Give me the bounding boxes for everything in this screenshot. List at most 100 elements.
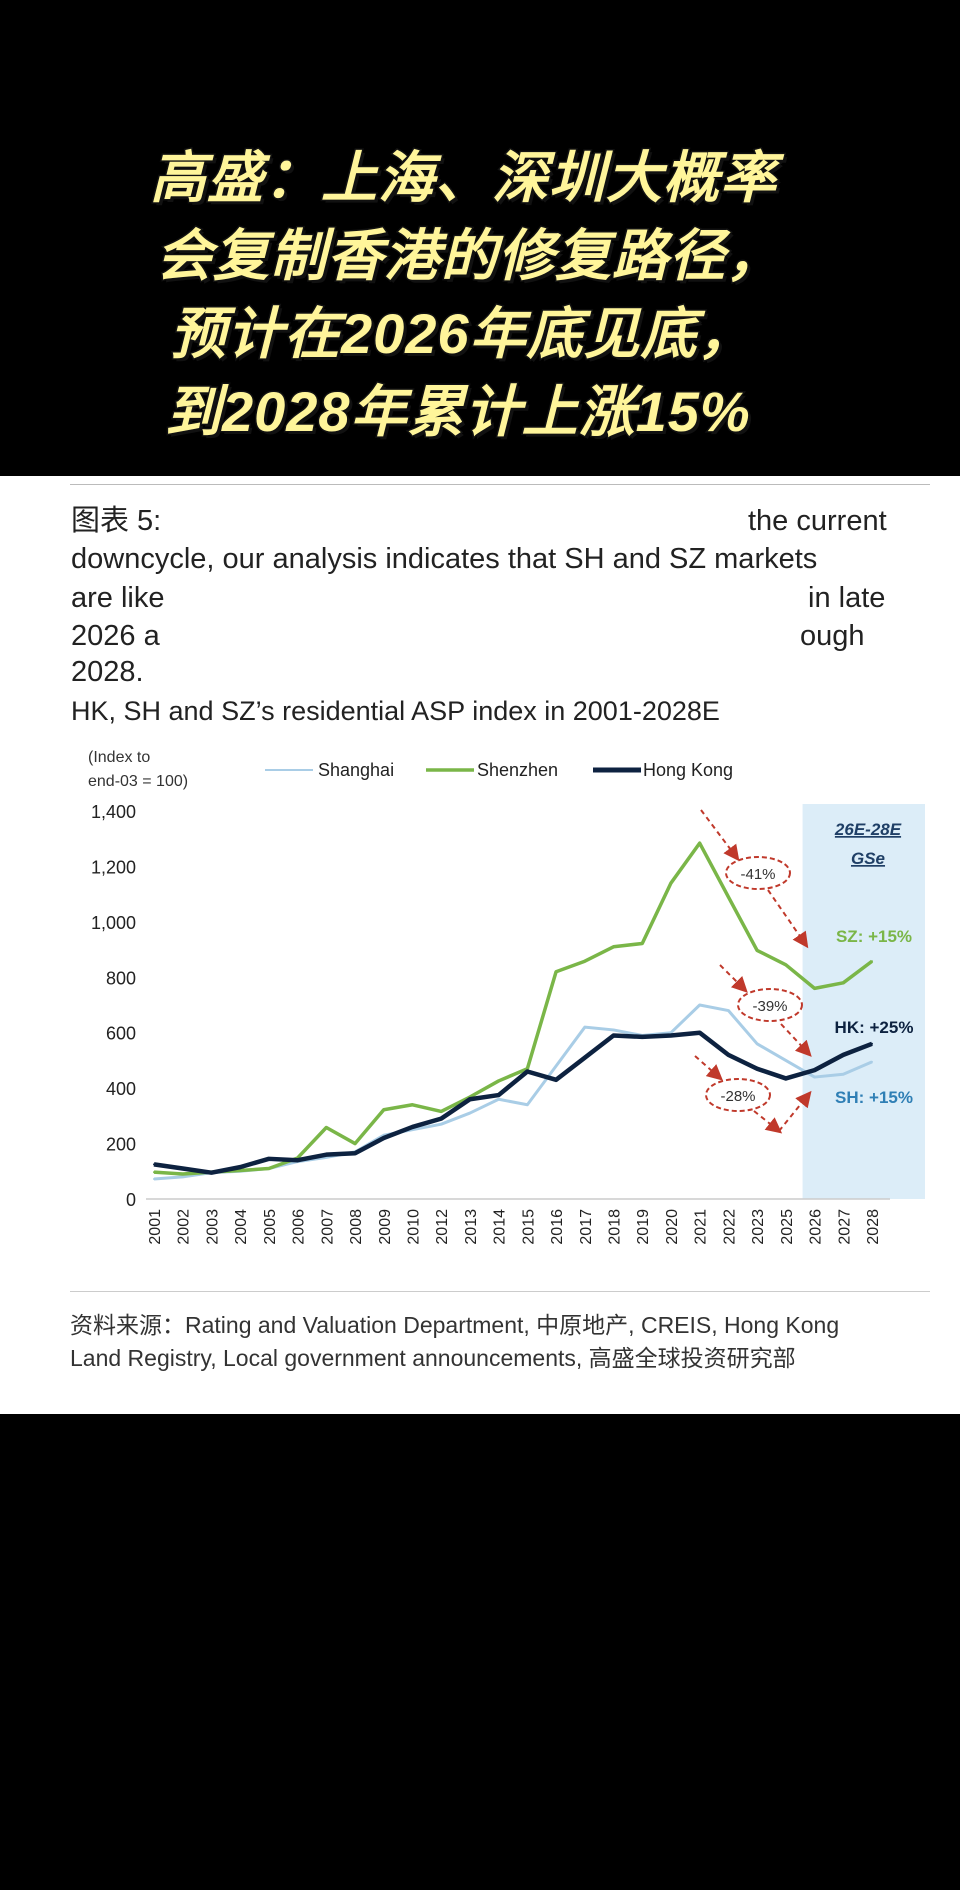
x-tick-label: 2020 [664, 1209, 681, 1245]
y-tick-label: 1,000 [91, 913, 136, 933]
data-point [354, 1152, 357, 1155]
dashed-arrow [780, 1023, 812, 1057]
caption-line-3: 预计在2026年底见底， [169, 302, 756, 365]
data-point [669, 882, 672, 885]
caption-line-1: 高盛：上海、深圳大概率 [149, 146, 778, 209]
paragraph-fragment: are like [71, 582, 165, 614]
x-tick-label: 2012 [434, 1209, 451, 1245]
data-point [239, 1169, 242, 1172]
drawdown-label: -41% [740, 866, 775, 883]
chart-title: HK, SH and SZ’s residential ASP index in… [71, 696, 720, 726]
x-tick-label: 2005 [262, 1209, 279, 1245]
data-point [526, 1070, 529, 1073]
drawdown-circle [705, 1078, 771, 1112]
data-point [440, 1110, 443, 1113]
x-tick-label: 2021 [693, 1209, 710, 1245]
data-point [555, 1064, 558, 1067]
y-tick-label: 800 [106, 968, 136, 988]
data-point [497, 1094, 500, 1097]
x-tick-label: 2014 [492, 1209, 509, 1245]
data-point [698, 842, 701, 845]
x-tick-label: 2025 [779, 1209, 796, 1245]
data-point [411, 1103, 414, 1106]
data-point [871, 960, 873, 963]
paragraph-fragment: in late [808, 582, 886, 614]
x-tick-label: 2013 [463, 1209, 480, 1245]
y-tick-label: 600 [106, 1024, 136, 1044]
x-tick-label: 2023 [750, 1209, 767, 1245]
legend-label: Shenzhen [477, 760, 558, 780]
data-point [497, 1098, 500, 1101]
y-tick-label: 1,200 [91, 857, 136, 877]
data-point [411, 1125, 414, 1128]
data-point [239, 1166, 242, 1169]
y-axis-label: end-03 = 100) [88, 773, 188, 790]
data-point [727, 1053, 730, 1056]
data-point [497, 1079, 500, 1082]
data-point [382, 1108, 385, 1111]
data-point [181, 1167, 184, 1170]
data-point [296, 1159, 299, 1162]
data-point [784, 1077, 787, 1080]
source-divider [70, 1291, 930, 1292]
x-tick-label: 2004 [233, 1209, 250, 1245]
data-point [813, 987, 816, 990]
forecast-change-label: HK: +25% [835, 1018, 914, 1037]
x-tick-label: 2006 [291, 1209, 308, 1245]
drawdown-circle [737, 988, 803, 1022]
paragraph-fragment: the current [748, 505, 887, 537]
x-tick-label: 2019 [635, 1209, 652, 1245]
data-point [612, 1034, 615, 1037]
data-point [325, 1153, 328, 1156]
data-point [583, 1056, 586, 1059]
data-point [153, 1171, 155, 1174]
dashed-arrow [753, 1110, 783, 1134]
data-point [756, 1067, 759, 1070]
forecast-label: GSe [851, 849, 885, 868]
caption-line-4: 到2028年累计上涨15% [164, 380, 752, 443]
y-tick-label: 0 [126, 1190, 136, 1210]
data-point [526, 1103, 529, 1106]
data-point [440, 1123, 443, 1126]
data-point [813, 1076, 816, 1079]
x-tick-label: 2001 [147, 1209, 164, 1245]
paragraph-fragment: 2026 a [71, 620, 160, 652]
x-tick-label: 2027 [836, 1209, 853, 1245]
paragraph-fragment: ough [800, 620, 865, 652]
data-point [669, 1034, 672, 1037]
data-point [842, 1073, 845, 1076]
data-point [698, 1004, 701, 1006]
data-point [325, 1126, 328, 1129]
y-tick-label: 200 [106, 1135, 136, 1155]
x-tick-label: 2026 [808, 1209, 825, 1245]
dashed-arrow [719, 964, 748, 993]
caption-line-2: 会复制香港的修复路径， [155, 224, 784, 287]
top-rule [70, 484, 930, 485]
data-point [555, 970, 558, 973]
y-tick-label: 400 [106, 1079, 136, 1099]
data-point [784, 963, 787, 966]
data-point [756, 949, 759, 952]
y-axis-label: (Index to [88, 749, 150, 766]
data-point [153, 1163, 155, 1166]
data-point [612, 1028, 615, 1031]
data-point [468, 1098, 471, 1101]
data-point [756, 1042, 759, 1045]
data-point [181, 1173, 184, 1176]
data-point [354, 1142, 357, 1145]
series-line-shenzhen [153, 841, 874, 1176]
legend-label: Hong Kong [643, 760, 733, 780]
drawdown-circle [725, 856, 791, 890]
x-tick-label: 2003 [204, 1209, 221, 1245]
drawdown-label: -39% [752, 998, 787, 1015]
data-point [784, 1059, 787, 1062]
x-tick-label: 2002 [176, 1209, 193, 1245]
paragraph-fragment: downcycle, our analysis indicates that S… [71, 543, 818, 575]
source-line-2: Land Registry, Local government announce… [70, 1345, 796, 1371]
x-tick-label: 2028 [865, 1209, 882, 1245]
data-point [842, 1053, 845, 1056]
data-point [267, 1157, 270, 1160]
x-tick-label: 2008 [348, 1209, 365, 1245]
data-point [871, 1042, 873, 1045]
